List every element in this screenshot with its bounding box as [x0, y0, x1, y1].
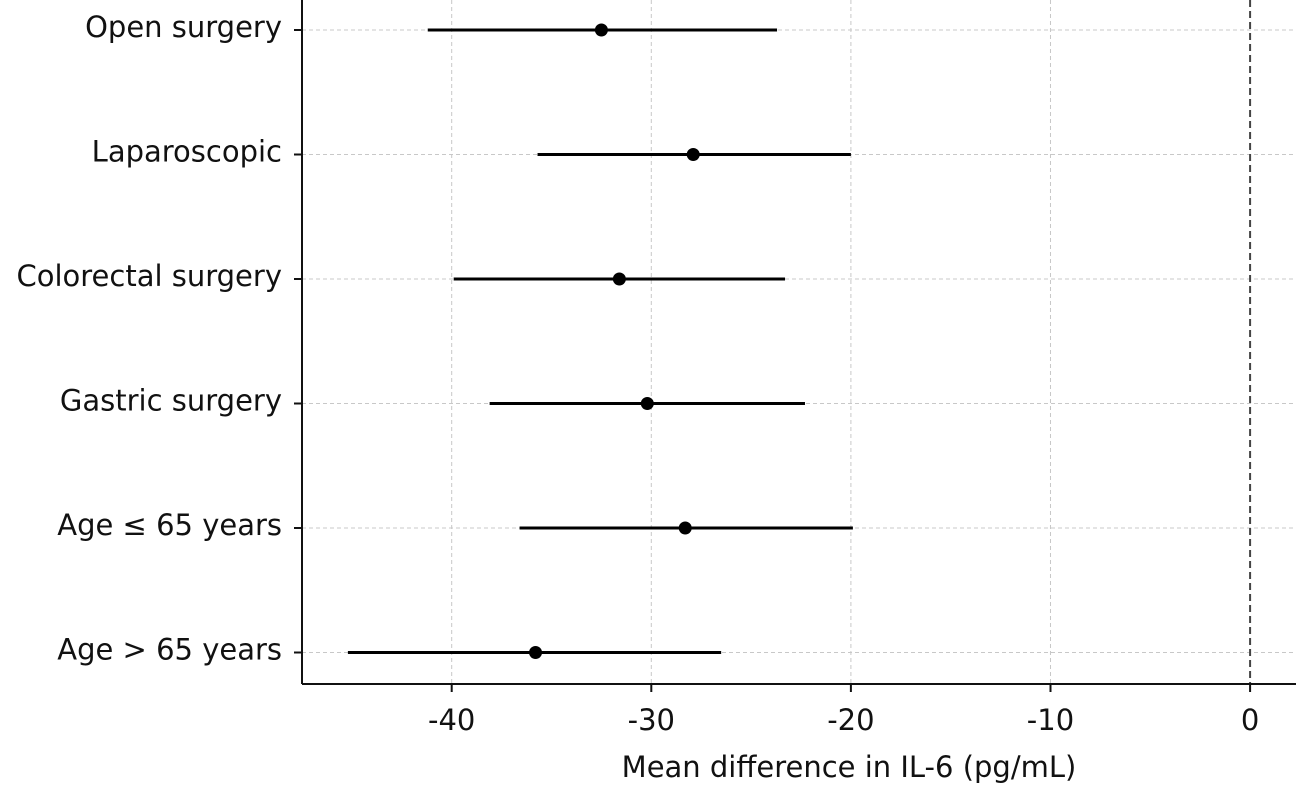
grid-layer: [302, 0, 1296, 684]
x-axis-title: Mean difference in IL-6 (pg/mL): [622, 750, 1077, 784]
row-label: Age ≤ 65 years: [57, 508, 282, 542]
point-estimate: [612, 272, 626, 286]
axis-layer: -40 -30 -20 -10 0: [294, 0, 1296, 737]
row-label: Laparoscopic: [92, 135, 282, 169]
x-tick-label: -10: [1027, 703, 1074, 737]
point-estimate: [640, 397, 654, 410]
point-estimate: [686, 148, 700, 161]
row-label: Colorectal surgery: [16, 259, 282, 293]
point-estimate: [529, 646, 543, 659]
x-tick-label: 0: [1241, 703, 1259, 737]
point-estimate: [678, 521, 692, 535]
x-tick-label: -30: [628, 703, 675, 737]
data-layer: [347, 23, 853, 659]
point-estimate: [594, 23, 608, 37]
row-label: Age > 65 years: [57, 633, 282, 667]
label-layer: Open surgery Laparoscopic Colorectal surge…: [16, 10, 282, 667]
row-label: Gastric surgery: [60, 384, 282, 418]
row-label: Open surgery: [85, 10, 282, 44]
x-tick-label: -20: [827, 703, 874, 737]
x-tick-label: -40: [428, 703, 475, 737]
